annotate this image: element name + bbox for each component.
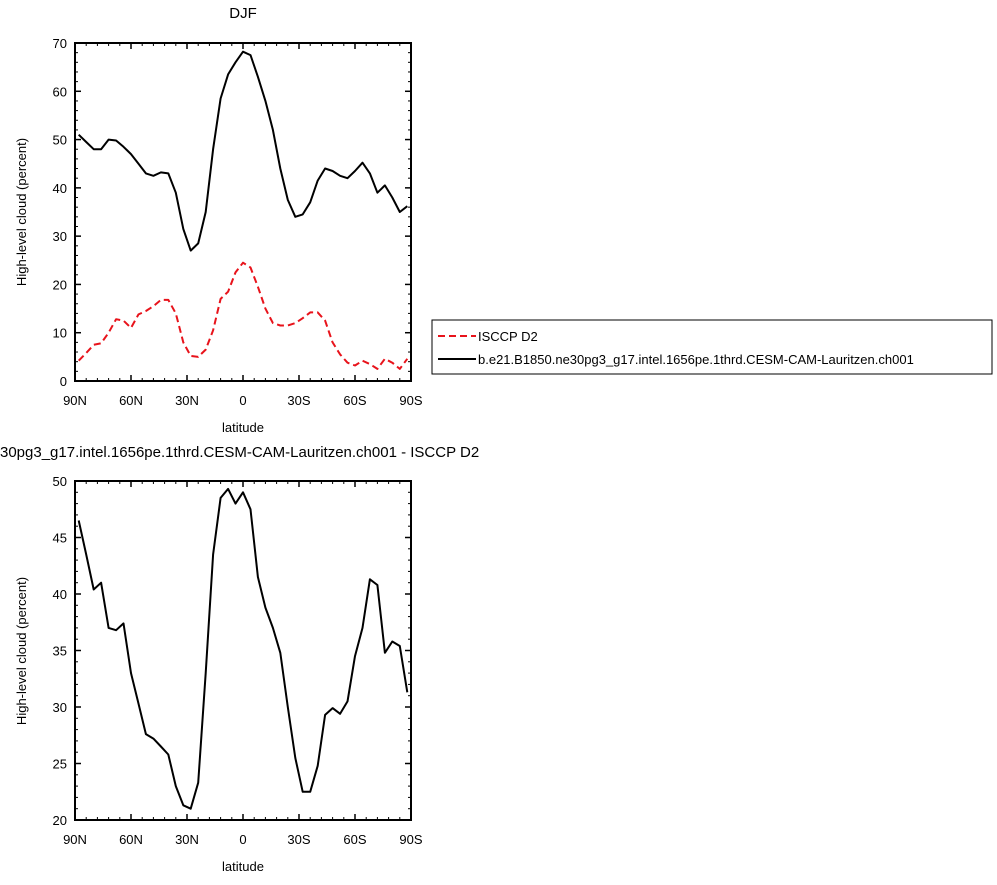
x-axis-label-difference: latitude [222,859,264,874]
tick-marks [74,42,412,382]
y-tick-label: 50 [53,474,67,489]
y-axis-label-difference: High-level cloud (percent) [14,577,29,725]
y-tick-label: 50 [53,133,67,148]
x-tick-label: 30N [175,393,199,408]
x-tick-labels-difference: 90N 60N 30N 0 30S 60S 90S [63,832,423,847]
y-tick-label: 0 [60,374,67,389]
plot-frame-difference [74,480,412,821]
panel-bottom: 30pg3_g17.intel.1656pe.1thrd.CESM-CAM-La… [0,444,479,874]
legend: ISCCP D2 b.e21.B1850.ne30pg3_g17.intel.1… [431,319,993,375]
x-tick-label: 60S [343,393,366,408]
x-tick-label: 90S [399,393,422,408]
x-tick-label: 0 [239,832,246,847]
x-tick-label: 0 [239,393,246,408]
legend-label-isccp: ISCCP D2 [478,329,538,344]
series-lines-difference [77,487,409,810]
y-tick-label: 30 [53,700,67,715]
series-line-model [78,50,408,252]
y-tick-labels-difference: 20 25 30 35 40 45 50 [53,474,67,828]
chart-title: DJF [229,5,257,22]
x-tick-label: 90N [63,393,87,408]
x-tick-label: 90N [63,832,87,847]
y-tick-label: 40 [53,587,67,602]
y-tick-label: 10 [53,326,67,341]
legend-label-model: b.e21.B1850.ne30pg3_g17.intel.1656pe.1th… [478,352,914,367]
y-tick-label: 40 [53,181,67,196]
x-tick-label: 60N [119,832,143,847]
y-tick-label: 25 [53,757,67,772]
y-tick-labels: 0 10 20 30 40 50 60 70 [53,36,67,389]
tick-marks-difference [74,480,412,821]
x-tick-label: 60N [119,393,143,408]
x-axis-label: latitude [222,420,264,435]
series-lines [77,50,409,370]
x-tick-label: 60S [343,832,366,847]
series-line-isccp [77,261,409,370]
y-tick-label: 30 [53,229,67,244]
y-tick-label: 20 [53,813,67,828]
x-tick-label: 30S [287,832,310,847]
y-tick-label: 60 [53,84,67,99]
x-tick-labels: 90N 60N 30N 0 30S 60S 90S [63,393,423,408]
y-tick-label: 35 [53,644,67,659]
chart-title-difference: 30pg3_g17.intel.1656pe.1thrd.CESM-CAM-La… [0,444,479,461]
y-tick-label: 70 [53,36,67,51]
plot-frame [74,42,412,382]
x-tick-label: 30S [287,393,310,408]
series-line-model [77,487,409,810]
legend-box [431,319,993,375]
x-tick-label: 90S [399,832,422,847]
y-axis-label: High-level cloud (percent) [14,138,29,286]
y-tick-label: 45 [53,531,67,546]
x-tick-label: 30N [175,832,199,847]
y-tick-label: 20 [53,277,67,292]
